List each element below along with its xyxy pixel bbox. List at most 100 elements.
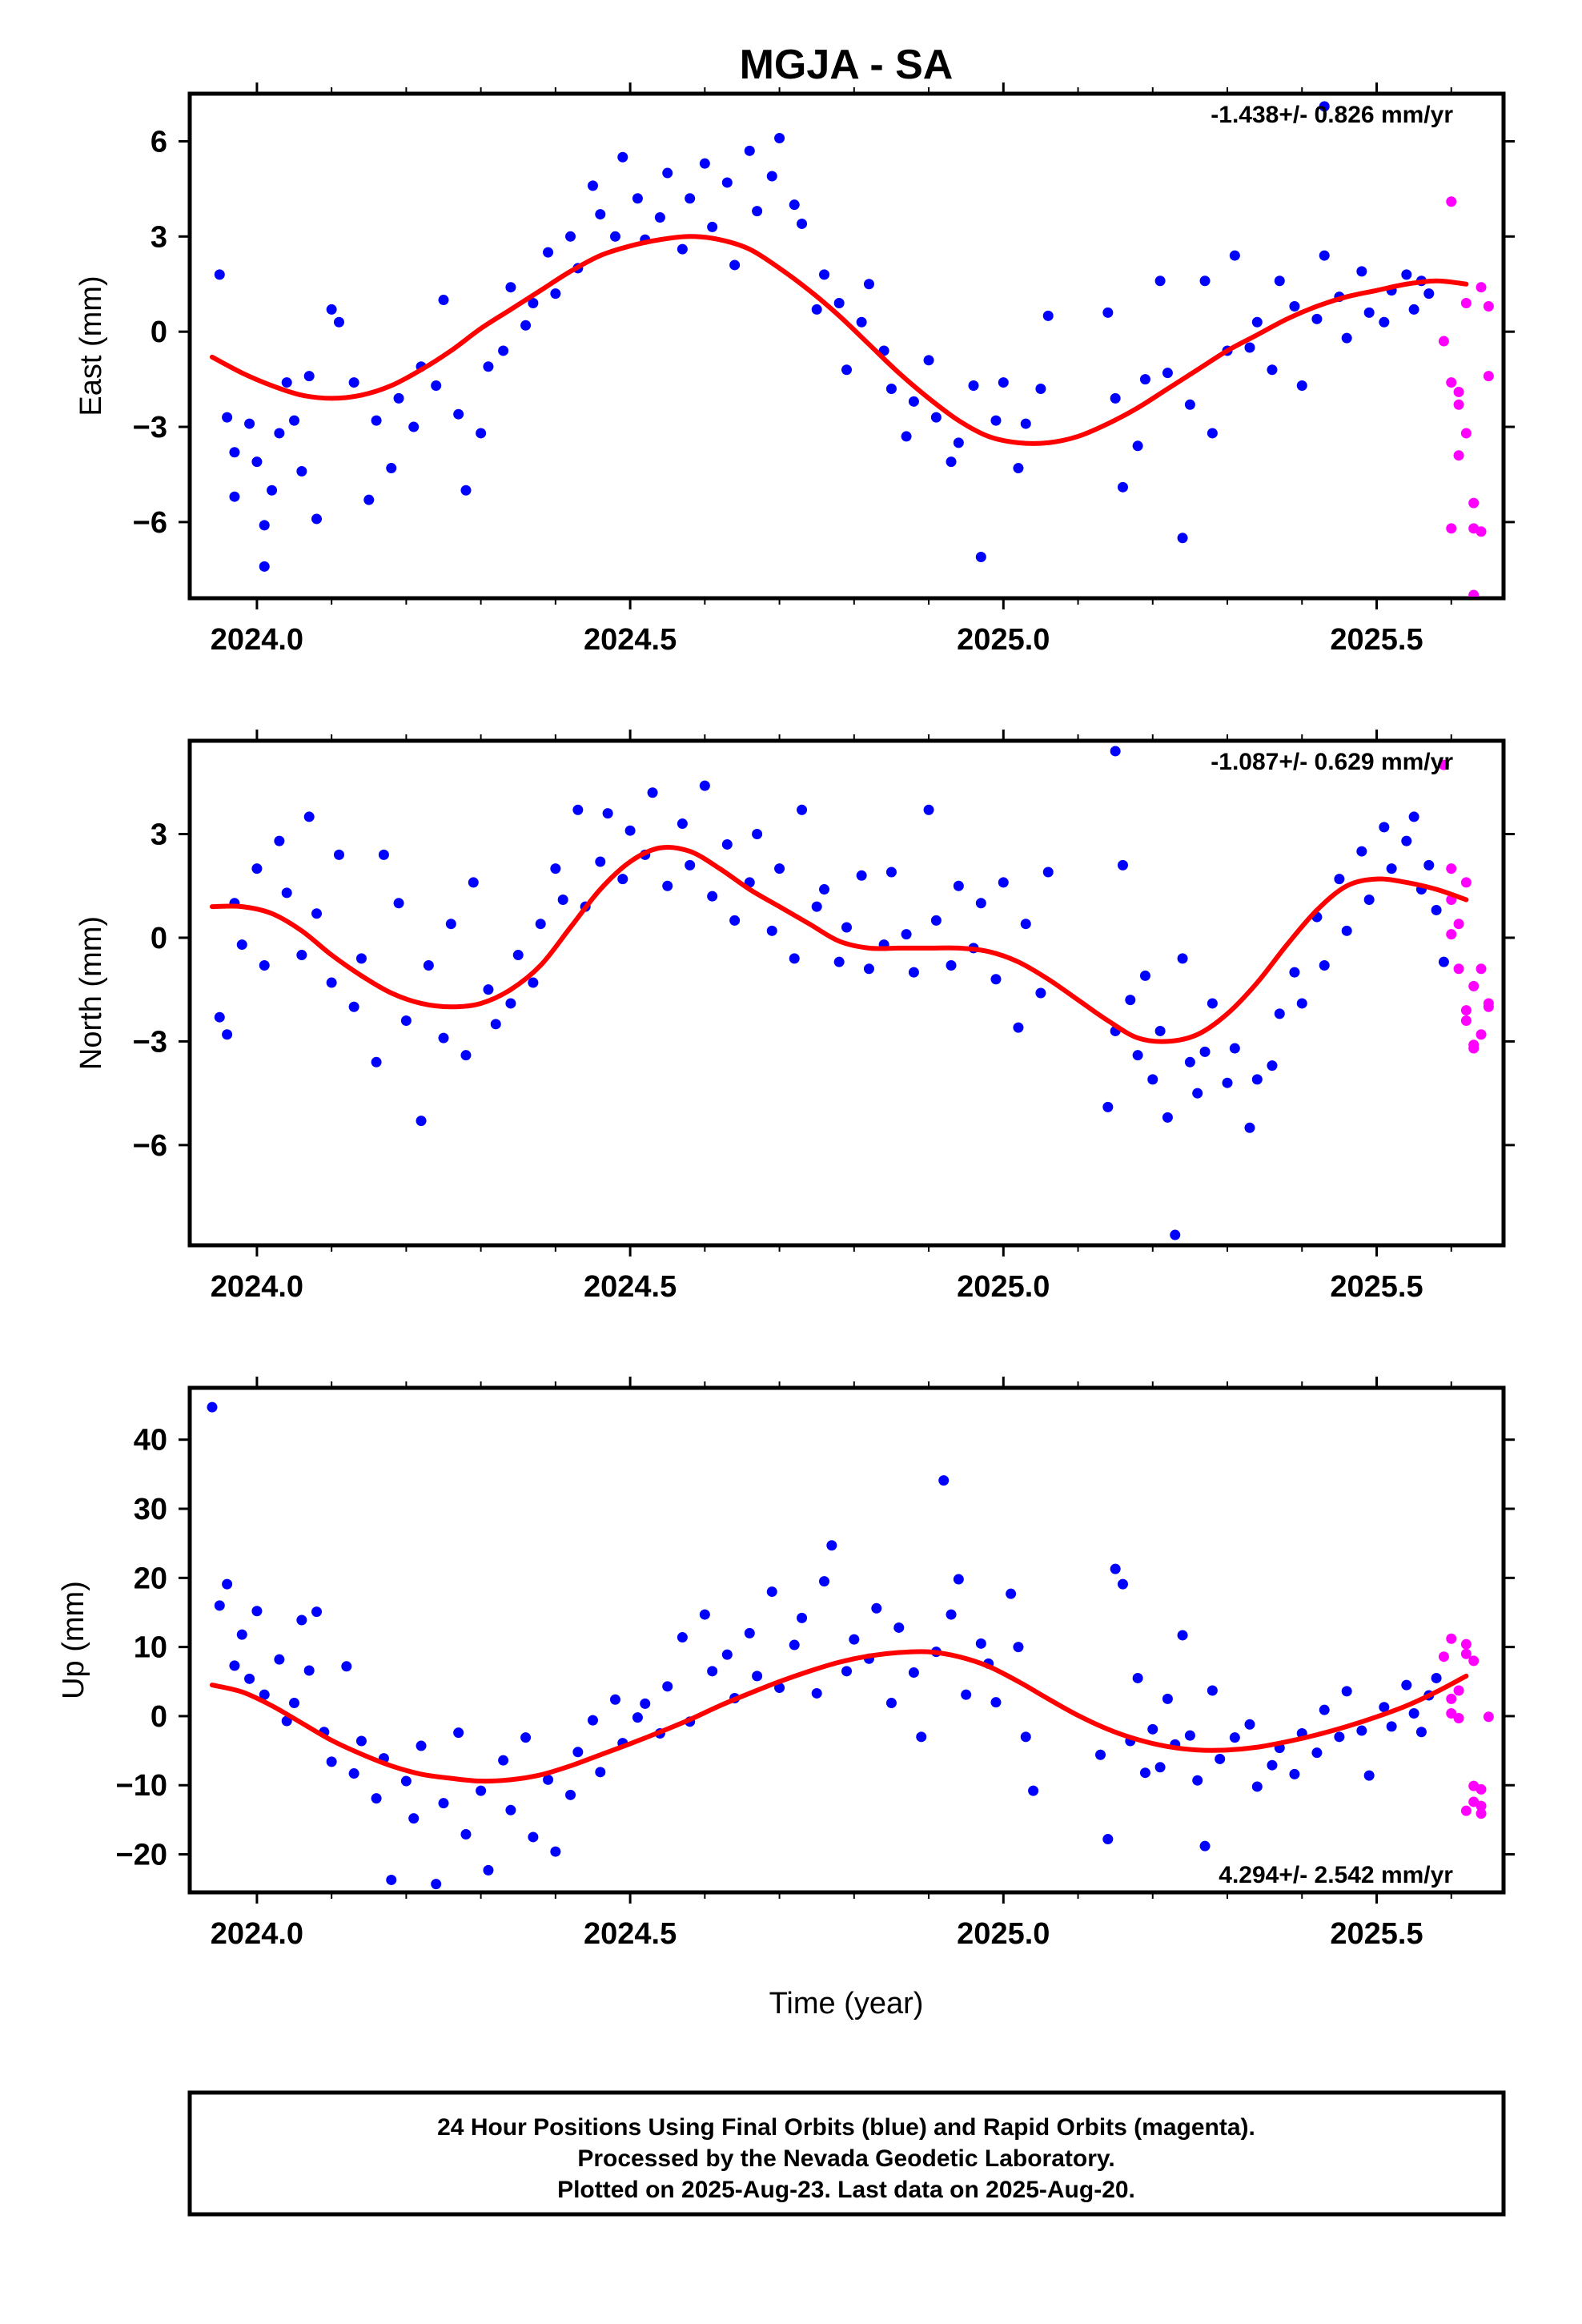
final-orbit-point	[1311, 1747, 1323, 1759]
final-orbit-point	[609, 1694, 620, 1705]
final-orbit-point	[908, 967, 919, 978]
final-orbit-point	[1363, 307, 1375, 318]
x-axis-label: Time (year)	[769, 1987, 924, 2020]
final-orbit-point	[1229, 1732, 1240, 1743]
final-orbit-point	[953, 880, 964, 891]
final-orbit-point	[1319, 959, 1330, 971]
final-orbit-point	[1154, 1762, 1166, 1773]
final-orbit-point	[222, 1578, 233, 1590]
final-orbit-point	[774, 863, 785, 875]
rapid-orbit-point	[1476, 1800, 1487, 1811]
final-orbit-point	[550, 288, 561, 300]
final-orbit-point	[572, 1747, 584, 1758]
rapid-orbit-point	[1438, 336, 1449, 347]
final-orbit-point	[1170, 1229, 1181, 1240]
final-orbit-point	[721, 838, 733, 850]
final-orbit-point	[333, 849, 344, 860]
final-orbit-point	[431, 1879, 442, 1890]
final-orbit-point	[445, 919, 456, 930]
final-orbit-point	[1147, 1074, 1158, 1085]
final-orbit-point	[1162, 1693, 1173, 1704]
final-orbit-point	[1363, 894, 1375, 905]
final-orbit-point	[326, 304, 337, 315]
footer-line-1: 24 Hour Positions Using Final Orbits (bl…	[437, 2114, 1255, 2141]
final-orbit-point	[1184, 399, 1195, 410]
rapid-orbit-point	[1483, 300, 1494, 312]
y-tick-label: 0	[151, 316, 167, 349]
final-orbit-point	[1177, 1630, 1188, 1641]
final-orbit-point	[1267, 1759, 1278, 1771]
rapid-orbit-point	[1460, 1005, 1472, 1016]
final-orbit-point	[1020, 919, 1031, 930]
final-orbit-point	[833, 956, 845, 967]
final-orbit-point	[1102, 1834, 1114, 1845]
final-orbit-point	[946, 959, 957, 971]
final-orbit-point	[348, 377, 359, 388]
final-orbit-point	[1042, 310, 1054, 321]
final-orbit-point	[251, 456, 263, 468]
final-orbit-point	[752, 1671, 763, 1682]
velocity-rate-label: -1.438+/- 0.826 mm/yr	[1211, 102, 1453, 128]
final-orbit-point	[677, 1632, 688, 1643]
rapid-orbit-point	[1446, 863, 1457, 875]
final-orbit-point	[699, 158, 710, 169]
rapid-orbit-point	[1483, 1001, 1494, 1012]
final-orbit-point	[1207, 998, 1218, 1009]
footer-line-3: Plotted on 2025-Aug-23. Last data on 202…	[557, 2177, 1135, 2203]
rapid-orbit-point	[1476, 526, 1487, 537]
final-orbit-point	[1162, 368, 1173, 379]
final-orbit-point	[1431, 1672, 1442, 1683]
final-orbit-point	[953, 1574, 964, 1585]
final-orbit-point	[1334, 1731, 1345, 1743]
final-orbit-point	[1341, 925, 1352, 936]
model-fit-line	[209, 844, 1469, 1044]
x-tick-label: 2024.0	[211, 1270, 303, 1304]
rapid-orbit-point	[1483, 1711, 1494, 1723]
final-orbit-point	[871, 1602, 882, 1614]
final-orbit-point	[393, 898, 404, 909]
final-orbit-point	[1028, 1785, 1039, 1796]
final-orbit-point	[1139, 970, 1150, 981]
final-orbit-point	[453, 408, 464, 420]
y-tick-label: 6	[151, 125, 167, 159]
final-orbit-point	[476, 428, 487, 439]
final-orbit-point	[930, 412, 942, 423]
final-orbit-point	[1251, 1781, 1263, 1792]
final-orbit-point	[699, 780, 710, 791]
final-orbit-point	[460, 485, 472, 496]
final-orbit-point	[1192, 1775, 1203, 1786]
final-orbit-point	[550, 863, 561, 875]
final-orbit-point	[998, 877, 1009, 888]
final-orbit-point	[789, 953, 800, 964]
final-orbit-point	[998, 377, 1009, 388]
final-orbit-point	[1199, 275, 1211, 287]
final-orbit-point	[1020, 1731, 1031, 1743]
rapid-orbit-point	[1438, 1651, 1449, 1663]
rapid-orbit-point	[1446, 523, 1457, 534]
rapid-orbit-point	[1476, 282, 1487, 293]
final-orbit-point	[1244, 1122, 1255, 1133]
final-orbit-point	[938, 1475, 950, 1486]
final-orbit-point	[1117, 1578, 1128, 1590]
x-tick-label: 2025.0	[957, 623, 1050, 657]
rapid-orbit-point	[1453, 386, 1464, 397]
rapid-orbit-point	[1453, 919, 1464, 930]
final-orbit-point	[222, 1029, 233, 1040]
final-orbit-point	[811, 1687, 822, 1699]
final-orbit-point	[1289, 1768, 1300, 1779]
final-orbit-point	[1139, 1767, 1150, 1779]
final-orbit-point	[885, 1698, 897, 1709]
final-orbit-point	[721, 1649, 733, 1660]
x-tick-label: 2024.0	[211, 623, 303, 657]
final-orbit-point	[378, 849, 389, 860]
y-axis-label: East (mm)	[74, 275, 108, 416]
rapid-orbit-point	[1446, 929, 1457, 940]
final-orbit-point	[483, 984, 494, 995]
final-orbit-point	[766, 1586, 777, 1598]
final-orbit-point	[1379, 822, 1390, 833]
final-orbit-point	[953, 437, 964, 448]
y-tick-label: 10	[134, 1631, 167, 1665]
final-orbit-point	[1319, 250, 1330, 261]
final-orbit-point	[311, 908, 323, 919]
